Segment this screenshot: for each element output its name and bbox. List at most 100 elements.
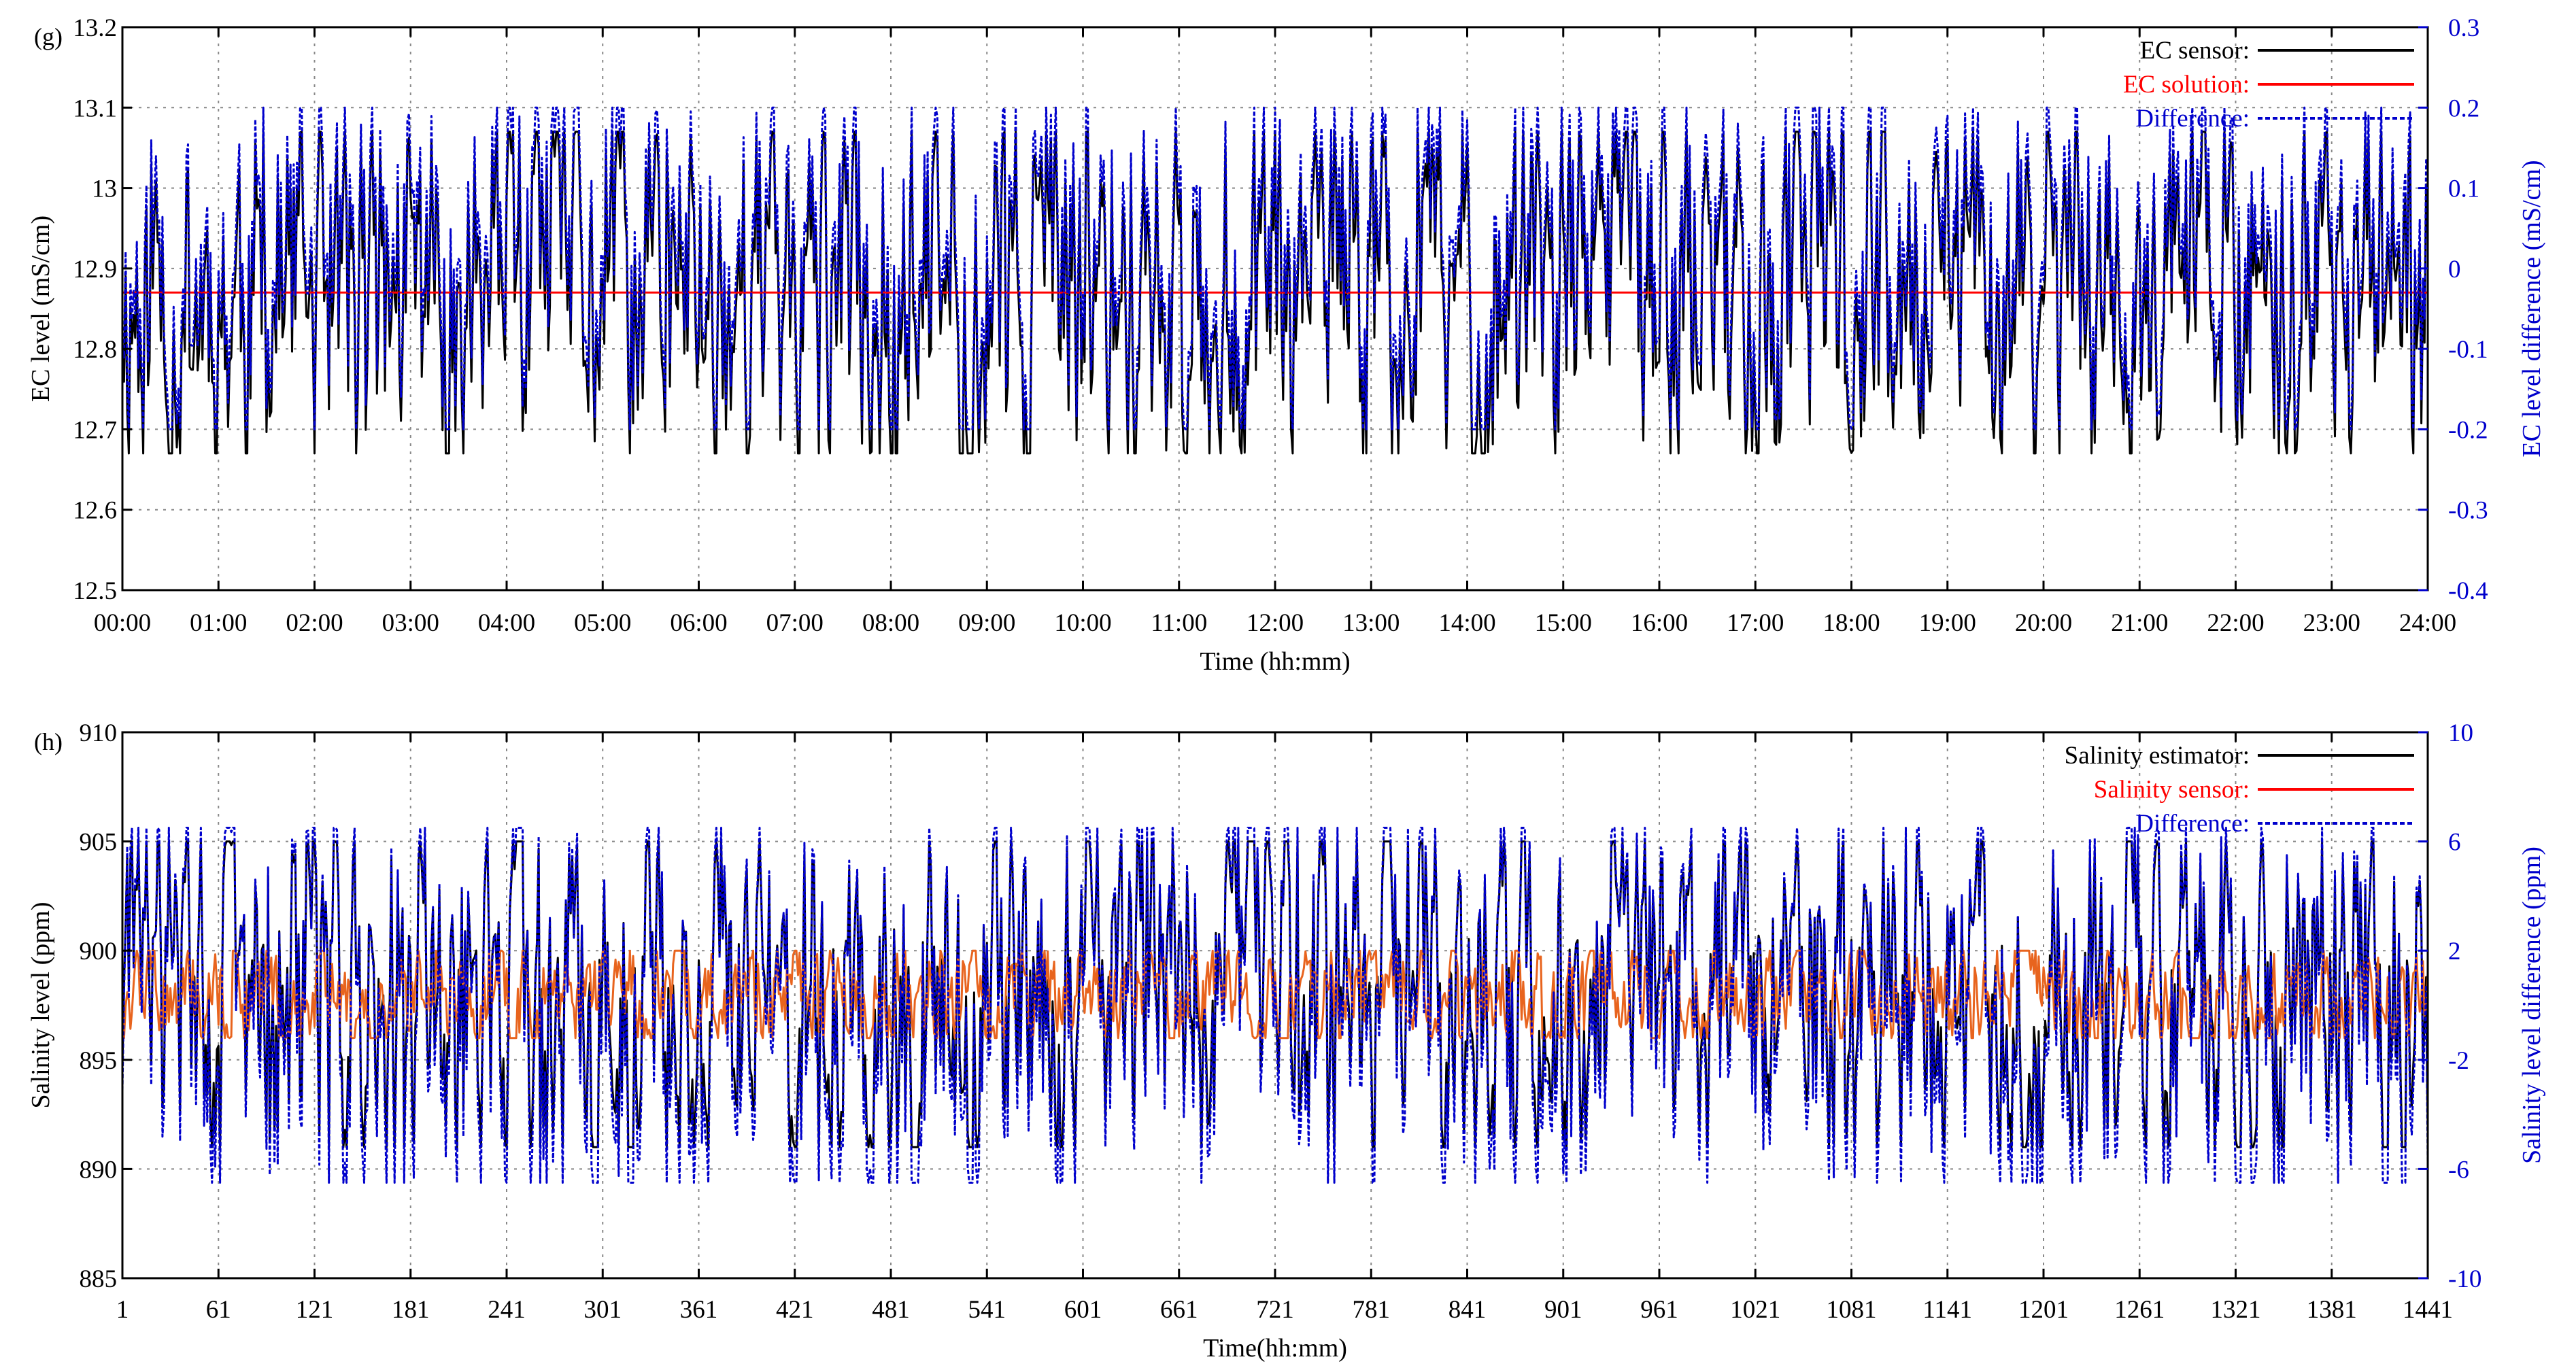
x-tick-label: 22:00 xyxy=(2207,609,2264,637)
legend: EC sensor: EC solution: Difference: xyxy=(2123,37,2414,133)
y-tick-label: 13.2 xyxy=(73,14,117,42)
x-tick-label: 24:00 xyxy=(2399,609,2456,637)
x-tick-label: 241 xyxy=(488,1296,526,1324)
y2-tick-label: -10 xyxy=(2448,1265,2481,1293)
y2-tick-label: -0.3 xyxy=(2448,497,2488,525)
y2-tick-label: 10 xyxy=(2448,719,2473,747)
x-tick-label: 1321 xyxy=(2211,1296,2261,1324)
legend-label: Difference: xyxy=(2135,105,2250,133)
y-tick-label: 13 xyxy=(92,175,117,203)
x-tick-label: 1201 xyxy=(2018,1296,2069,1324)
x-tick-label: 18:00 xyxy=(1823,609,1880,637)
legend-label: EC sensor: xyxy=(2140,37,2250,65)
x-tick-label: 21:00 xyxy=(2111,609,2168,637)
x-tick-label: 601 xyxy=(1064,1296,1102,1324)
x-tick-label: 121 xyxy=(296,1296,334,1324)
series-line-3 xyxy=(121,106,2429,430)
series-line-3 xyxy=(121,827,2429,1184)
grid xyxy=(122,732,2428,1278)
x-tick-label: 301 xyxy=(584,1296,622,1324)
x-tick-label: 1141 xyxy=(1922,1296,1972,1324)
x-axis-label: Time (hh:mm) xyxy=(1200,647,1350,676)
x-tick-label: 361 xyxy=(680,1296,718,1324)
chart-panel-1: 00:00 01:00 02:00 03:00 04:00 05:00 06:00 07:00… xyxy=(27,14,2546,676)
x-tick-label: 00:00 xyxy=(94,609,151,637)
y2-tick-label: 6 xyxy=(2448,829,2461,857)
x-tick-label: 16:00 xyxy=(1631,609,1688,637)
panel-label: (g) xyxy=(34,23,63,50)
x-tick-label: 04:00 xyxy=(478,609,535,637)
y-tick-label: 890 xyxy=(80,1156,118,1184)
x-tick-label: 06:00 xyxy=(670,609,727,637)
x-tick-label: 961 xyxy=(1640,1296,1678,1324)
y-tick-label: 910 xyxy=(80,719,118,747)
y2-tick-label: -0.1 xyxy=(2448,336,2488,364)
y-tick-label: 13.1 xyxy=(73,95,117,122)
y-tick-label: 12.7 xyxy=(73,416,117,444)
x-tick-label: 08:00 xyxy=(862,609,919,637)
y2-tick-label: 0.3 xyxy=(2448,14,2479,42)
chart-panel-2: 1 61 121 181 241 301 361 421 481 541 601 661 721 781 8… xyxy=(27,719,2546,1363)
x-tick-label: 10:00 xyxy=(1054,609,1111,637)
x-tick-label: 781 xyxy=(1353,1296,1391,1324)
x-tick-label: 1 xyxy=(116,1296,129,1324)
y-axis-label: EC level (mS/cm) xyxy=(27,216,55,402)
panel-label: (h) xyxy=(34,728,63,755)
x-tick-label: 11:00 xyxy=(1151,609,1207,637)
y-axis-label: Salinity level (ppm) xyxy=(27,902,55,1109)
x-axis-label: Time(hh:mm) xyxy=(1203,1334,1347,1363)
y2-tick-label: 0.2 xyxy=(2448,95,2479,122)
x-tick-label: 1381 xyxy=(2307,1296,2357,1324)
x-tick-label: 1081 xyxy=(1827,1296,1877,1324)
legend-label: Salinity estimator: xyxy=(2065,742,2250,770)
y-tick-label: 12.6 xyxy=(73,497,117,525)
y2-tick-label: -0.2 xyxy=(2448,416,2488,444)
x-tick-label: 901 xyxy=(1544,1296,1582,1324)
y-tick-label: 905 xyxy=(80,829,118,857)
y2-axis-label: EC level difference (mS/cm) xyxy=(2518,160,2546,457)
y-tick-label: 885 xyxy=(80,1265,118,1293)
x-tick-label: 01:00 xyxy=(190,609,247,637)
series-line-2 xyxy=(121,949,2429,1040)
x-tick-label: 421 xyxy=(776,1296,814,1324)
y2-tick-label: -2 xyxy=(2448,1047,2469,1075)
x-tick-label: 07:00 xyxy=(766,609,824,637)
x-tick-label: 661 xyxy=(1160,1296,1198,1324)
x-tick-label: 61 xyxy=(206,1296,231,1324)
y-tick-label: 12.8 xyxy=(73,336,117,364)
y2-tick-label: 0 xyxy=(2448,256,2461,284)
x-tick-label: 15:00 xyxy=(1535,609,1592,637)
y-tick-label: 895 xyxy=(80,1047,118,1075)
x-tick-label: 841 xyxy=(1448,1296,1487,1324)
x-tick-label: 19:00 xyxy=(1919,609,1976,637)
x-tick-label: 05:00 xyxy=(574,609,631,637)
x-tick-label: 17:00 xyxy=(1727,609,1784,637)
x-tick-label: 1021 xyxy=(1730,1296,1780,1324)
y-tick-label: 12.9 xyxy=(73,256,117,284)
x-tick-label: 181 xyxy=(392,1296,430,1324)
y2-tick-label: 2 xyxy=(2448,938,2461,965)
x-tick-label: 23:00 xyxy=(2303,609,2360,637)
legend-label: Difference: xyxy=(2135,810,2250,838)
x-tick-label: 12:00 xyxy=(1247,609,1304,637)
x-tick-label: 20:00 xyxy=(2015,609,2072,637)
y2-tick-label: -6 xyxy=(2448,1156,2469,1184)
x-tick-label: 481 xyxy=(872,1296,910,1324)
x-tick-label: 03:00 xyxy=(382,609,439,637)
x-tick-label: 721 xyxy=(1256,1296,1294,1324)
legend-label: Salinity sensor: xyxy=(2094,776,2250,804)
y2-tick-label: -0.4 xyxy=(2448,577,2488,605)
x-tick-label: 1441 xyxy=(2403,1296,2453,1324)
x-tick-label: 1261 xyxy=(2114,1296,2165,1324)
x-tick-label: 09:00 xyxy=(958,609,1015,637)
x-tick-label: 02:00 xyxy=(286,609,343,637)
y-tick-label: 900 xyxy=(80,938,118,965)
y2-axis-label: Salinity level difference (ppm) xyxy=(2518,846,2546,1164)
x-tick-label: 541 xyxy=(968,1296,1006,1324)
legend: Salinity estimator: Salinity sensor: Diffe… xyxy=(2065,742,2414,838)
legend-label: EC solution: xyxy=(2123,71,2250,99)
y-tick-label: 12.5 xyxy=(73,577,117,605)
y2-tick-label: 0.1 xyxy=(2448,175,2479,203)
x-tick-label: 14:00 xyxy=(1438,609,1495,637)
